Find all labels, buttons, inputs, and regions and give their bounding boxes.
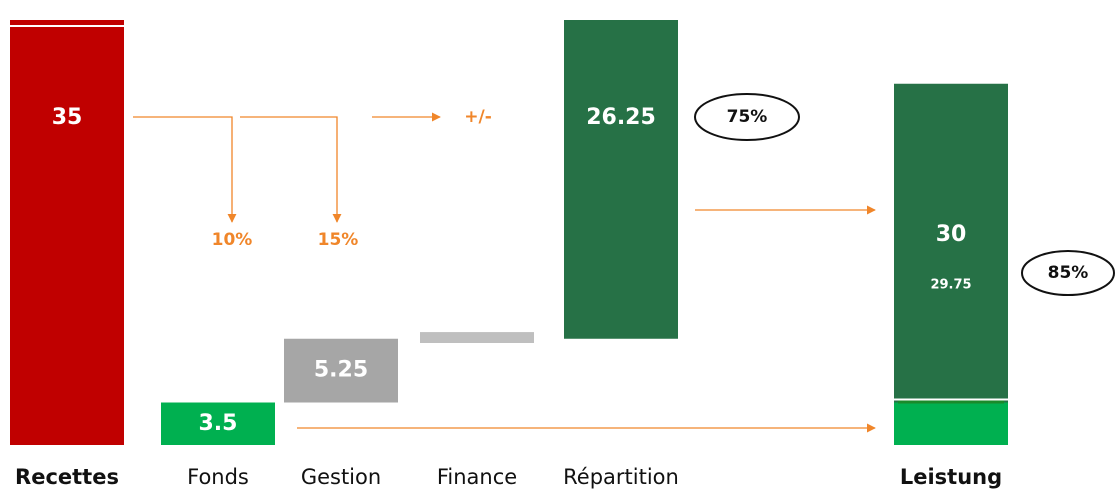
category-label: Finance — [437, 465, 517, 489]
value-label: 5.25 — [314, 358, 368, 383]
category-label: Gestion — [301, 465, 381, 489]
annotation: 10% — [212, 230, 253, 250]
value-label: 3.5 — [199, 411, 238, 436]
overlay-bar — [894, 402, 1008, 445]
badge — [694, 93, 800, 141]
annotation: 15% — [318, 230, 359, 250]
category-label: Leistung — [900, 465, 1002, 489]
bar — [284, 338, 398, 403]
annotation: +/- — [464, 107, 492, 127]
category-label: Recettes — [15, 465, 119, 489]
annotation: 85% — [1048, 263, 1089, 283]
category-label: Répartition — [563, 465, 679, 489]
value-label: 26.25 — [586, 105, 656, 130]
annotation: 75% — [727, 107, 768, 127]
bar — [161, 402, 275, 445]
value-label: 30 — [936, 222, 967, 247]
arrow — [133, 116, 237, 223]
bar — [10, 20, 124, 445]
overlay-edge — [898, 400, 1004, 404]
flow-arrows — [133, 112, 876, 433]
bar — [420, 332, 534, 343]
overlay-edge — [894, 398, 1008, 401]
annotation: 29.75 — [930, 278, 971, 293]
bar — [894, 83, 1008, 445]
bars: 35 3.5 5.25 26.25 30 — [10, 20, 1008, 445]
category-label: Fonds — [187, 465, 249, 489]
badge — [1021, 250, 1115, 296]
value-label: 35 — [52, 105, 83, 130]
arrow — [240, 116, 342, 223]
bar-stripe — [10, 25, 124, 27]
bar — [564, 20, 678, 339]
